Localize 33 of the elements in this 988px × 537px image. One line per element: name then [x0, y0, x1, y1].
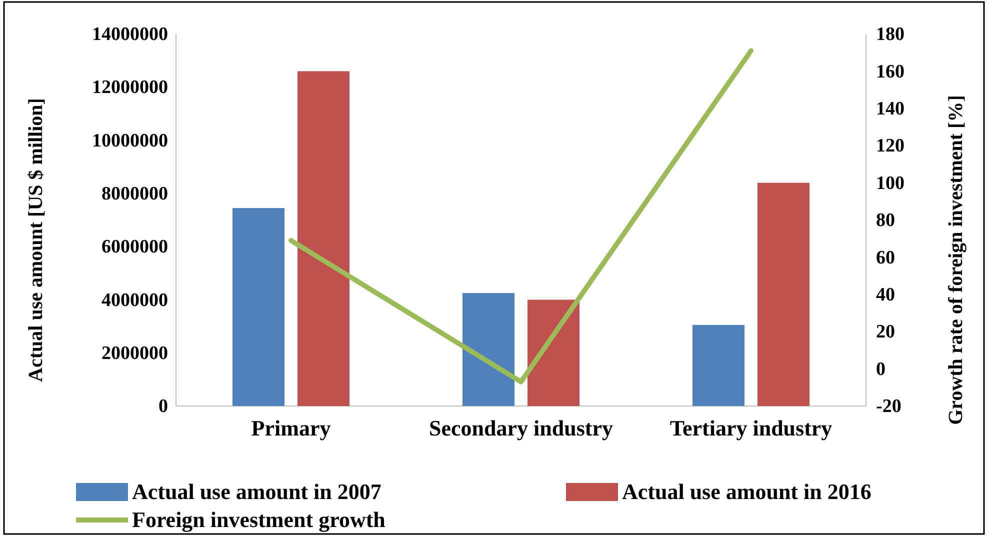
x-tick-label: Secondary industry	[429, 416, 613, 441]
y-tick-label: 4000000	[102, 290, 168, 311]
y-tick-label: 2000000	[102, 342, 168, 364]
y-tick-label: 8000000	[102, 184, 168, 205]
y2-tick-label: 100	[876, 172, 904, 194]
y-axis-title: Actual use amount [US $ million]	[25, 98, 47, 382]
y2-tick-label: 160	[876, 61, 904, 82]
y2-tick-label: 0	[876, 358, 886, 380]
y2-tick-label: 140	[876, 98, 904, 120]
y2-tick-label: 20	[876, 322, 895, 343]
bar	[298, 71, 350, 406]
y-tick-label: 12000000	[92, 77, 168, 98]
y2-tick-label: -20	[876, 396, 902, 418]
x-tick-label: Tertiary industry	[670, 416, 832, 441]
y2-tick-label: 80	[876, 210, 895, 232]
legend-label: Foreign investment growth	[132, 507, 386, 532]
y2-tick-label: 60	[876, 247, 895, 268]
y-tick-label: 10000000	[92, 130, 168, 152]
bar	[758, 182, 810, 406]
y-tick-label: 14000000	[92, 24, 168, 46]
y2-tick-label: 40	[876, 284, 895, 306]
y2-tick-label: 120	[876, 136, 904, 157]
bar	[462, 293, 514, 406]
x-tick-label: Primary	[251, 416, 331, 441]
bar	[692, 324, 744, 406]
y2-axis-title: Growth rate of foreign investment [%]	[945, 95, 967, 425]
y-tick-label: 6000000	[102, 236, 168, 258]
y-tick-label: 0	[158, 396, 168, 418]
bar	[232, 208, 284, 406]
bar	[528, 300, 580, 406]
legend-label: Actual use amount in 2016	[622, 479, 872, 504]
legend-label: Actual use amount in 2007	[132, 479, 382, 504]
y2-tick-label: 180	[876, 24, 904, 46]
